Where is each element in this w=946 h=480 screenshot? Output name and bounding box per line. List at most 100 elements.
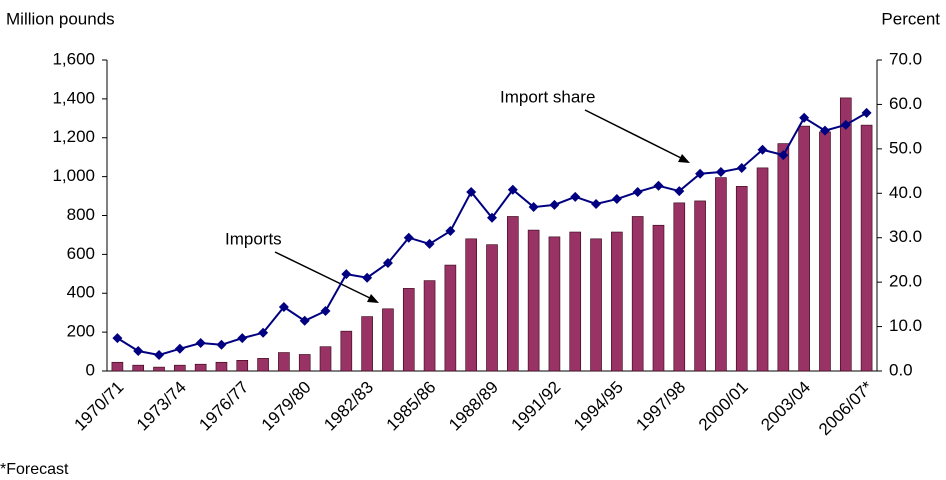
marker [653,180,664,191]
bar [111,361,124,372]
bar [611,231,623,372]
bar [257,358,269,372]
marker [362,272,373,283]
bar [735,186,748,372]
x-tick-label: 2000/01 [695,378,752,435]
y2-tick-label: 10.0 [889,316,922,335]
x-tick-label: 1973/74 [133,378,190,435]
bar [590,238,602,372]
annotation: Imports [225,229,282,248]
bar [194,363,207,372]
bar [839,97,852,372]
y2-tick-label: 70.0 [889,49,922,68]
bar [174,364,186,372]
bar [319,346,332,372]
annotation-arrow-head [367,294,379,303]
marker [258,327,269,338]
annotation-arrow [584,109,686,161]
bar [382,308,394,372]
bar [819,131,831,372]
y-tick-label: 200 [67,322,95,341]
x-tick-label: 2006/07* [815,377,877,439]
marker [591,198,602,209]
x-tick-label: 1976/77 [195,378,252,435]
marker [549,199,560,210]
y-tick-label: 1,000 [52,166,95,185]
y-tick-label: 400 [67,283,95,302]
bar [569,231,582,372]
x-tick-label: 1982/83 [320,378,377,435]
bar [756,167,769,372]
bar [132,364,145,372]
bar [215,361,228,372]
marker [861,107,872,118]
bar [798,125,810,372]
marker [445,226,456,237]
footnote: *Forecast [0,461,69,478]
y-axis-title: Million pounds [6,9,115,28]
marker [736,162,747,173]
marker [341,269,352,280]
y2-tick-label: 0.0 [889,360,913,379]
marker [819,125,830,136]
marker [424,238,435,249]
bar [673,202,686,372]
x-tick-label: 1994/95 [570,378,627,435]
bar [777,143,790,372]
bar [278,352,290,372]
marker [174,343,185,354]
marker [133,346,144,357]
bar [631,216,644,372]
marker [382,258,393,269]
x-tick-label: 1985/86 [383,378,440,435]
bar [340,330,353,372]
x-tick-label: 1979/80 [258,378,315,435]
bar [715,177,727,372]
marker [528,202,539,213]
bar [652,224,665,372]
marker [799,112,810,123]
bar [486,244,498,372]
marker [216,339,227,350]
bar [548,236,561,372]
marker [403,232,414,243]
marker [112,333,123,344]
x-tick-label: 1970/71 [71,378,128,435]
x-tick-label: 1991/92 [508,378,565,435]
annotation-arrow [274,251,375,301]
x-tick-label: 2003/04 [757,378,814,435]
y-tick-label: 1,600 [52,49,95,68]
marker [278,302,289,313]
bar [361,316,373,372]
marker [570,191,581,202]
marker [611,194,622,205]
marker [507,184,518,195]
bar [694,200,706,372]
y2-tick-label: 50.0 [889,138,922,157]
y2-tick-label: 30.0 [889,227,922,246]
bar [465,238,477,372]
bar [444,264,457,372]
bar [236,360,249,372]
annotation: Import share [500,87,595,106]
bar [153,366,165,372]
marker [299,315,310,326]
marker [757,144,768,155]
x-tick-label: 1997/98 [632,378,689,435]
x-tick-label: 1988/89 [445,378,502,435]
y-tick-label: 600 [67,244,95,263]
bar [507,216,519,372]
marker [237,333,248,344]
marker [154,350,165,361]
bar [860,124,873,372]
y2-tick-label: 40.0 [889,183,922,202]
marker [195,338,206,349]
bar [402,288,415,372]
marker [695,168,706,179]
bar [527,229,540,372]
marker [715,166,726,177]
y-tick-label: 0 [86,360,95,379]
marker [320,306,331,317]
y-tick-label: 1,400 [52,88,95,107]
